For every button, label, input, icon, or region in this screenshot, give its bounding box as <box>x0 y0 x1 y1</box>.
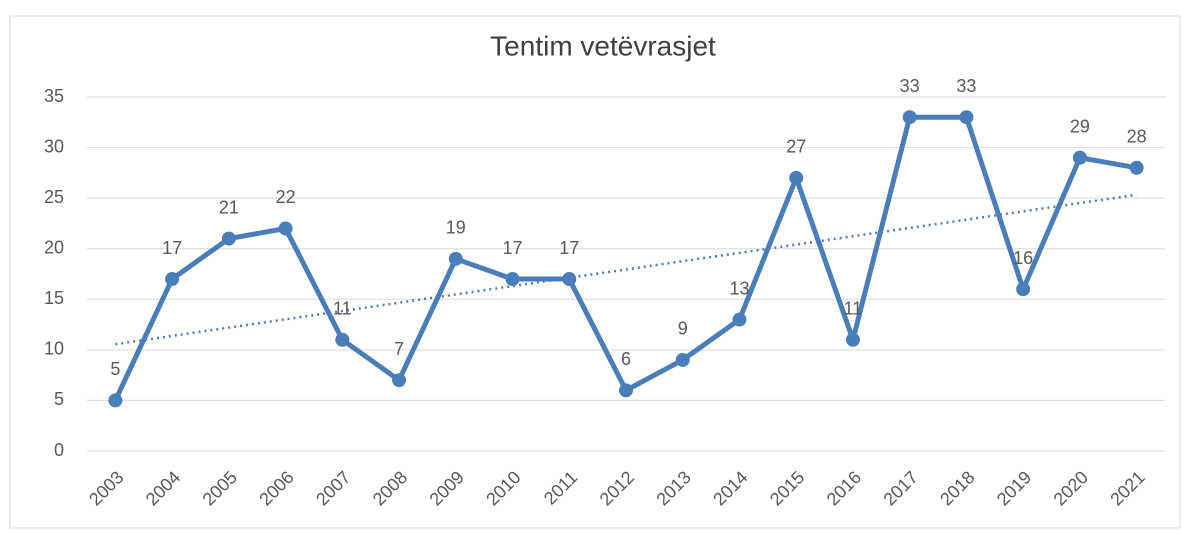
data-point <box>392 373 407 388</box>
data-point <box>789 170 804 185</box>
data-label: 27 <box>786 137 806 157</box>
data-label: 7 <box>394 339 404 359</box>
data-label: 29 <box>1070 116 1090 136</box>
data-label: 17 <box>162 238 182 258</box>
data-point <box>732 312 747 327</box>
data-label: 17 <box>503 238 523 258</box>
data-label: 11 <box>844 298 863 318</box>
y-tick-label: 20 <box>44 237 64 257</box>
data-label: 5 <box>110 359 120 379</box>
y-tick-label: 10 <box>44 339 64 359</box>
data-point <box>165 272 180 287</box>
data-point <box>278 221 293 236</box>
data-label: 19 <box>446 218 466 238</box>
data-point <box>108 393 123 408</box>
chart-title: Tentim vetëvrasjet <box>490 30 716 61</box>
y-tick-label: 0 <box>54 440 64 460</box>
data-point <box>902 110 917 125</box>
data-label: 21 <box>219 197 239 217</box>
data-point <box>335 332 350 347</box>
data-point <box>619 383 633 398</box>
data-point <box>675 352 690 367</box>
y-tick-label: 25 <box>44 187 64 207</box>
y-tick-label: 5 <box>54 389 64 409</box>
data-point <box>562 272 577 287</box>
data-label: 13 <box>729 278 749 298</box>
data-point <box>505 272 520 287</box>
y-tick-label: 35 <box>44 86 64 106</box>
data-point <box>1129 160 1144 175</box>
y-tick-label: 30 <box>44 136 64 156</box>
data-point <box>221 231 236 246</box>
data-point <box>448 251 463 266</box>
data-label: 17 <box>559 238 579 258</box>
data-label: 6 <box>621 349 631 369</box>
data-label: 33 <box>900 76 920 96</box>
y-tick-label: 15 <box>44 288 64 308</box>
data-label: 22 <box>276 187 296 207</box>
data-label: 11 <box>333 298 352 318</box>
data-point <box>1072 150 1087 165</box>
data-label: 9 <box>678 319 688 339</box>
data-label: 28 <box>1127 127 1147 147</box>
data-point <box>959 110 974 125</box>
data-label: 33 <box>956 76 976 96</box>
data-point <box>1016 282 1031 297</box>
chart-frame <box>9 15 1181 529</box>
data-label: 16 <box>1013 248 1033 268</box>
data-point <box>845 332 860 347</box>
trendline <box>115 193 1137 346</box>
